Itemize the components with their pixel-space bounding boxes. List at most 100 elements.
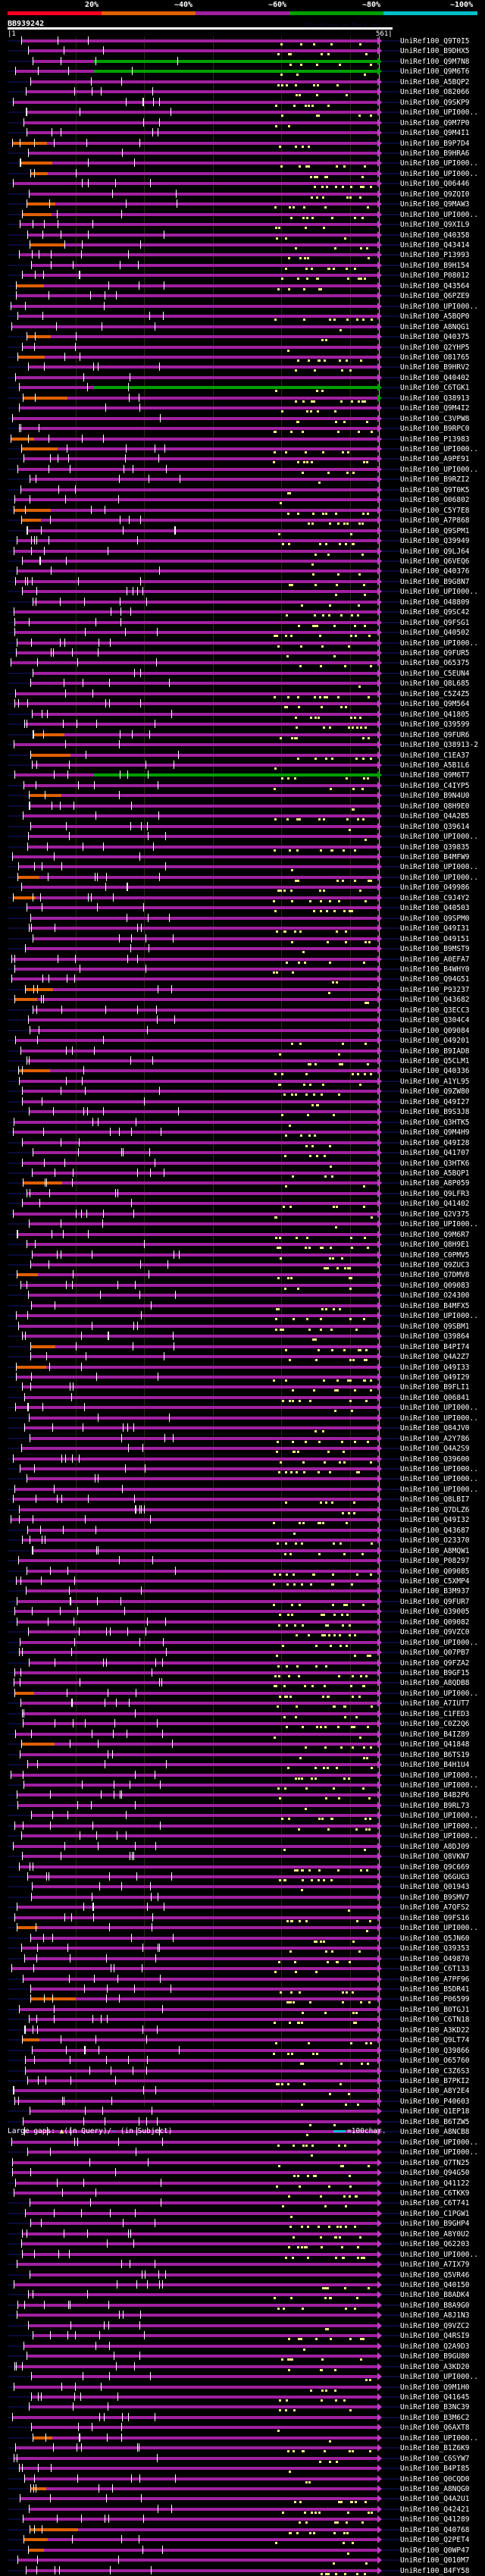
hit-label[interactable]: UniRef100_B0TGJ1	[400, 2005, 470, 2014]
hit-label[interactable]: UniRef100_Q9T0I5	[400, 37, 470, 45]
hit-label[interactable]: UniRef100_Q40150	[400, 2281, 470, 2289]
hit-row[interactable]: UniRef100_Q41122	[0, 2178, 485, 2189]
hit-label[interactable]: UniRef100_B9GF15	[400, 1669, 470, 1677]
hit-row[interactable]: UniRef100_Q9FSG1	[0, 617, 485, 629]
hit-label[interactable]: UniRef100_C6TN18	[400, 2016, 470, 2025]
hit-label[interactable]: UniRef100_Q6PZE9	[400, 292, 470, 301]
hit-label[interactable]: UniRef100_C4IYP5	[400, 781, 470, 790]
hit-row[interactable]: UniRef100_UPI000..	[0, 1811, 485, 1821]
hit-row[interactable]: UniRef100_Q41645	[0, 2392, 485, 2403]
hit-row[interactable]: UniRef100_Q8LBI7	[0, 1495, 485, 1505]
hit-label[interactable]: UniRef100_Q84JV0	[400, 1424, 470, 1433]
hit-row[interactable]: UniRef100_C3VPW8	[0, 413, 485, 425]
hit-label[interactable]: UniRef100_Q9FUR7	[400, 1597, 470, 1606]
hit-row[interactable]: UniRef100_UPI000..	[0, 1637, 485, 1649]
hit-label[interactable]: UniRef100_B9N4U0	[400, 792, 470, 801]
hit-row[interactable]: UniRef100_A8MQW1	[0, 1545, 485, 1557]
hit-label[interactable]: UniRef100_Q010M7	[400, 2556, 470, 2565]
hit-row[interactable]: UniRef100_UPI000..	[0, 587, 485, 598]
hit-label[interactable]: UniRef100_Q9M6R7	[400, 1230, 470, 1239]
hit-label[interactable]: UniRef100_O81765	[400, 353, 470, 362]
hit-row[interactable]: UniRef100_B9G8N7	[0, 576, 485, 588]
hit-row[interactable]: UniRef100_O06802	[0, 495, 485, 506]
hit-label[interactable]: UniRef100_B9H154	[400, 261, 470, 270]
hit-label[interactable]: UniRef100_Q5CLM1	[400, 1057, 470, 1065]
hit-label[interactable]: UniRef100_A8J1N3	[400, 2311, 470, 2320]
hit-row[interactable]: UniRef100_A8NQG0	[0, 2484, 485, 2495]
hit-label[interactable]: UniRef100_B9MST9	[400, 945, 470, 954]
hit-row[interactable]: UniRef100_UPI000..	[0, 1464, 485, 1475]
hit-label[interactable]: UniRef100_B9RPC0	[400, 425, 470, 434]
hit-label[interactable]: UniRef100_Q39353	[400, 1944, 470, 1953]
hit-label[interactable]: UniRef100_Q41707	[400, 1149, 470, 1158]
hit-row[interactable]: UniRef100_Q7TN25	[0, 2157, 485, 2169]
hit-row[interactable]: UniRef100_Q40150	[0, 2280, 485, 2291]
hit-label[interactable]: UniRef100_B9RZI2	[400, 475, 470, 485]
hit-label[interactable]: UniRef100_UPI000..	[400, 302, 478, 311]
hit-row[interactable]: UniRef100_UPI000..	[0, 1311, 485, 1322]
hit-row[interactable]: UniRef100_B9FLI1	[0, 1382, 485, 1393]
hit-row[interactable]: UniRef100_B4B2P6	[0, 1790, 485, 1801]
hit-row[interactable]: UniRef100_Q9VZC0	[0, 1627, 485, 1638]
hit-label[interactable]: UniRef100_B4PI74	[400, 1342, 470, 1351]
hit-row[interactable]: UniRef100_Q9FUR6	[0, 730, 485, 741]
hit-label[interactable]: UniRef100_Q9ZW80	[400, 1087, 470, 1097]
hit-label[interactable]: UniRef100_Q40402	[400, 373, 470, 382]
hit-label[interactable]: UniRef100_UPI000..	[400, 210, 478, 219]
hit-row[interactable]: UniRef100_C6T741	[0, 2198, 485, 2209]
hit-row[interactable]: UniRef100_UPI000..	[0, 1780, 485, 1791]
hit-label[interactable]: UniRef100_Q9M564	[400, 700, 470, 709]
hit-row[interactable]: UniRef100_B4FY58	[0, 2565, 485, 2576]
hit-label[interactable]: UniRef100_UPI000..	[400, 2138, 478, 2147]
hit-row[interactable]: UniRef100_B4PI85	[0, 2464, 485, 2474]
hit-label[interactable]: UniRef100_Q43682	[400, 996, 470, 1005]
hit-row[interactable]: UniRef100_P13983	[0, 434, 485, 445]
hit-label[interactable]: UniRef100_Q7TN25	[400, 2158, 470, 2167]
hit-label[interactable]: UniRef100_Q6GUG3	[400, 1873, 470, 1881]
hit-label[interactable]: UniRef100_Q8H9E1	[400, 1241, 470, 1250]
hit-row[interactable]: UniRef100_C3Z6S3	[0, 2066, 485, 2077]
hit-row[interactable]: UniRef100_Q84JV0	[0, 1423, 485, 1434]
hit-row[interactable]: UniRef100_B9HRV2	[0, 362, 485, 373]
hit-row[interactable]: UniRef100_B9HRA6	[0, 148, 485, 159]
hit-row[interactable]: UniRef100_A8QDB8	[0, 1678, 485, 1689]
hit-row[interactable]: UniRef100_B9IAD8	[0, 1046, 485, 1057]
hit-label[interactable]: UniRef100_C5Z4Z5	[400, 689, 470, 698]
hit-label[interactable]: UniRef100_Q3HTK5	[400, 1118, 470, 1127]
hit-row[interactable]: UniRef100_P06599	[0, 1994, 485, 2005]
hit-row[interactable]: UniRef100_UPI000..	[0, 2372, 485, 2383]
hit-label[interactable]: UniRef100_A7P868	[400, 516, 470, 526]
hit-label[interactable]: UniRef100_P13993	[400, 251, 470, 260]
hit-row[interactable]: UniRef100_A8Y0U2	[0, 2229, 485, 2240]
hit-label[interactable]: UniRef100_O23370	[400, 1536, 470, 1545]
hit-label[interactable]: UniRef100_Q9FSG1	[400, 618, 470, 627]
hit-label[interactable]: UniRef100_UPI000..	[400, 873, 478, 882]
hit-label[interactable]: UniRef100_Q9SKP9	[400, 98, 470, 107]
hit-row[interactable]: UniRef100_UPI000..	[0, 1770, 485, 1781]
hit-row[interactable]: UniRef100_Q06446	[0, 179, 485, 190]
hit-label[interactable]: UniRef100_A7IUT7	[400, 1699, 470, 1708]
hit-label[interactable]: UniRef100_Q9M4H9	[400, 1128, 470, 1137]
hit-row[interactable]: UniRef100_Q5JN60	[0, 1933, 485, 1944]
hit-row[interactable]: UniRef100_B1Z6K9	[0, 2443, 485, 2454]
hit-row[interactable]: UniRef100_UPI000..	[0, 638, 485, 649]
hit-label[interactable]: UniRef100_A7PF96	[400, 1975, 470, 1984]
hit-label[interactable]: UniRef100_Q41122	[400, 2179, 470, 2188]
hit-label[interactable]: UniRef100_UPI000..	[400, 1832, 478, 1841]
hit-row[interactable]: UniRef100_B0TGJ1	[0, 2004, 485, 2016]
hit-row[interactable]: UniRef100_O81765	[0, 352, 485, 363]
hit-row[interactable]: UniRef100_Q3ECC3	[0, 1005, 485, 1016]
hit-label[interactable]: UniRef100_Q09084	[400, 1026, 470, 1035]
hit-row[interactable]: UniRef100_A5BQP1	[0, 1168, 485, 1179]
hit-row[interactable]: UniRef100_Q94G50	[0, 2168, 485, 2179]
hit-row[interactable]: UniRef100_Q43687	[0, 1525, 485, 1536]
hit-label[interactable]: UniRef100_B6TS19	[400, 1750, 470, 1759]
hit-label[interactable]: UniRef100_O82066	[400, 88, 470, 97]
hit-row[interactable]: UniRef100_Q2V375	[0, 1209, 485, 1220]
hit-label[interactable]: UniRef100_A7IX79	[400, 2261, 470, 2270]
hit-row[interactable]: UniRef100_Q9M1H0	[0, 2382, 485, 2393]
hit-row[interactable]: UniRef100_B4MFW9	[0, 852, 485, 863]
hit-row[interactable]: UniRef100_C1FED3	[0, 1708, 485, 1720]
hit-label[interactable]: UniRef100_Q4A2B5	[400, 812, 470, 821]
hit-label[interactable]: UniRef100_P93237	[400, 985, 470, 994]
